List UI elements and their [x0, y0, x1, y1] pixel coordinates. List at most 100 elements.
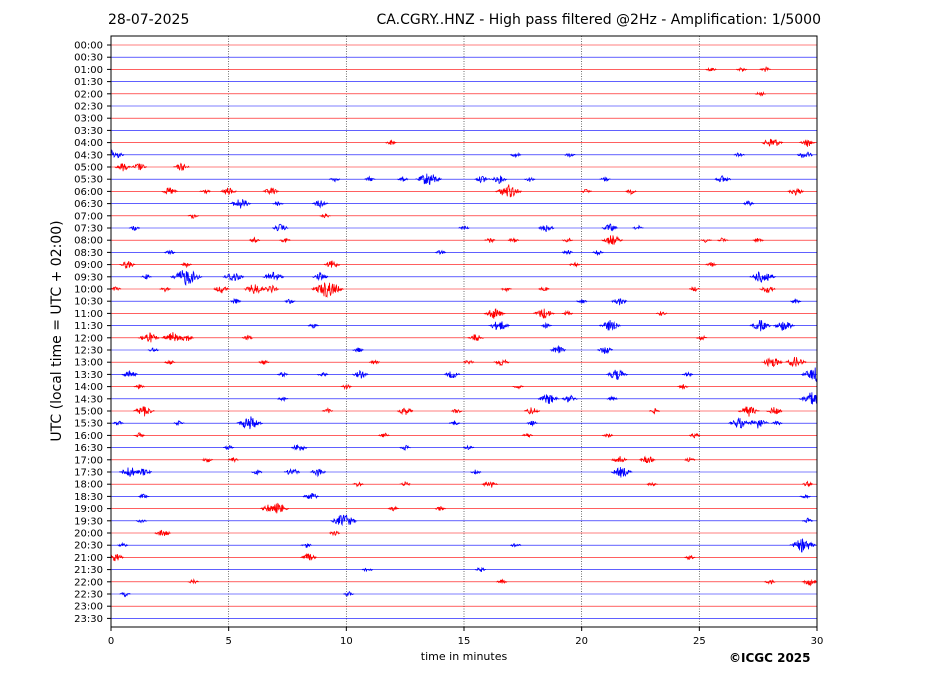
seismic-event	[561, 309, 574, 316]
seismic-event	[110, 554, 124, 562]
y-tick-label: 19:00	[74, 504, 103, 515]
seismic-event	[177, 335, 195, 341]
seismic-event	[521, 433, 533, 439]
seismic-event	[510, 151, 522, 159]
copyright: ©ICGC 2025	[729, 651, 811, 665]
seismic-event	[490, 175, 508, 184]
y-tick-label: 22:30	[74, 590, 103, 601]
seismic-event	[352, 369, 369, 379]
seismic-event	[646, 481, 658, 487]
seismic-event	[797, 151, 814, 159]
x-axis: 0 5 10 15 20 25 30	[108, 627, 823, 647]
seismic-event	[493, 358, 510, 367]
seismic-event	[749, 320, 772, 332]
seismic-event	[396, 407, 414, 416]
y-tick-label: 22:00	[74, 577, 103, 588]
seismic-event	[761, 138, 784, 147]
seismic-event	[495, 184, 522, 198]
seismic-event	[784, 356, 807, 368]
seismic-event	[154, 529, 171, 537]
x-tick-label: 20	[575, 636, 588, 647]
seismic-event	[272, 200, 284, 206]
seismic-event	[220, 187, 237, 196]
traces	[110, 44, 818, 619]
seismic-event	[561, 394, 578, 403]
seismic-event	[801, 367, 818, 383]
seismic-event	[110, 286, 122, 291]
y-tick-label: 05:30	[74, 175, 103, 186]
seismic-event	[561, 249, 574, 255]
seismic-event	[213, 286, 230, 294]
seismic-event	[267, 502, 289, 514]
seismic-event	[689, 432, 701, 439]
seismic-event	[714, 175, 731, 183]
seismic-event	[533, 308, 555, 319]
seismic-event	[474, 175, 491, 184]
seismic-event	[137, 332, 160, 343]
seismic-event	[523, 407, 541, 415]
y-tick-label: 00:00	[74, 41, 103, 52]
seismic-event	[747, 419, 769, 429]
seismic-event	[743, 200, 755, 207]
seismic-event	[133, 406, 155, 417]
seismic-event	[684, 457, 696, 463]
seismic-event	[236, 416, 263, 430]
seismic-event	[147, 347, 160, 353]
seismic-event	[611, 456, 628, 463]
seismic-event	[241, 334, 254, 341]
y-tick-label: 08:30	[74, 248, 103, 259]
seismic-event	[135, 468, 152, 476]
seismic-event	[451, 408, 463, 414]
x-axis-label: time in minutes	[420, 650, 508, 663]
seismic-event	[290, 443, 308, 451]
seismic-event	[262, 284, 280, 294]
seismic-event	[474, 566, 487, 573]
seismic-event	[328, 177, 341, 183]
seismic-event	[279, 237, 291, 243]
seismic-event	[321, 407, 334, 414]
seismic-event	[368, 359, 381, 365]
seismic-event	[580, 188, 593, 194]
seismic-event	[378, 432, 390, 438]
seismic-event	[601, 433, 614, 439]
seismic-event	[399, 444, 411, 451]
y-tick-label: 17:00	[74, 455, 103, 466]
seismic-event	[222, 273, 245, 282]
seismic-event	[251, 469, 263, 476]
seismic-event	[173, 420, 185, 426]
seismic-event	[463, 444, 475, 450]
seismic-event	[284, 298, 296, 305]
seismic-event	[135, 519, 148, 524]
seismic-event	[364, 175, 376, 182]
seismic-event	[180, 261, 192, 269]
seismic-event	[700, 238, 712, 244]
seismic-event	[272, 223, 289, 232]
seismic-event	[752, 238, 764, 243]
seismic-event	[312, 200, 329, 209]
seismic-event	[201, 457, 214, 463]
seismic-event	[317, 371, 329, 377]
seismic-event	[467, 334, 484, 341]
seismic-event	[764, 579, 776, 585]
vertical-grid	[228, 36, 700, 627]
seismic-event	[733, 152, 745, 158]
seismic-event	[801, 517, 814, 523]
x-tick-label: 0	[108, 636, 114, 647]
y-tick-label: 12:30	[74, 346, 103, 357]
seismic-event	[243, 284, 266, 295]
seismic-event	[592, 250, 604, 257]
seismic-event	[684, 555, 696, 561]
seismic-event	[229, 199, 252, 209]
seismic-event	[601, 223, 618, 232]
y-tick-label: 01:30	[74, 77, 103, 88]
seismic-event	[771, 420, 783, 426]
y-tick-label: 03:30	[74, 126, 103, 137]
seismic-event	[397, 176, 409, 182]
seismic-event	[538, 225, 555, 232]
seismic-event	[549, 344, 567, 354]
seismic-event	[302, 493, 319, 500]
seismic-event	[677, 384, 689, 390]
y-tick-label: 13:00	[74, 358, 103, 369]
